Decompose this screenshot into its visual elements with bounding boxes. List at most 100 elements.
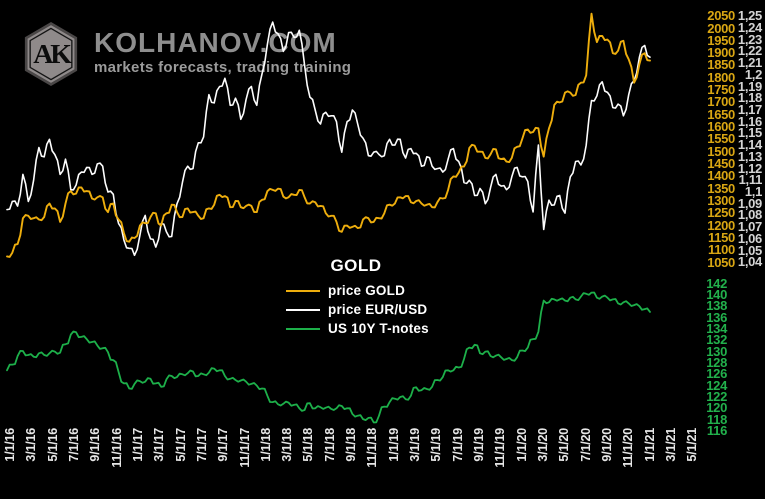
x-axis-tick-label: 1/1/18 — [258, 428, 273, 462]
eurusd-axis-tick: 1,09 — [737, 195, 762, 211]
tnotes-axis-tick: 136 — [706, 309, 727, 325]
tnotes-axis-tick: 120 — [706, 400, 727, 416]
eurusd-axis-tick: 1,12 — [737, 160, 762, 176]
eurusd-axis-tick: 1,23 — [737, 31, 762, 47]
x-axis-tick-label: 1/1/16 — [3, 428, 17, 462]
x-axis-tick-label: 3/1/21 — [663, 428, 678, 462]
x-axis-tick-label: 5/1/16 — [45, 428, 60, 462]
gold-axis-tick: 1450 — [707, 156, 735, 172]
gold-axis-tick: 1400 — [707, 168, 735, 184]
legend-item: US 10Y T-notes — [286, 319, 429, 338]
eurusd-axis-tick: 1,24 — [737, 19, 762, 35]
ak-hexagon-logo-icon: AK — [24, 22, 78, 86]
x-axis-tick-label: 3/1/16 — [24, 428, 39, 462]
x-axis-tick-label: 9/1/17 — [216, 428, 231, 462]
tnotes-axis-tick: 130 — [706, 343, 727, 359]
eurusd-axis-tick: 1,08 — [737, 207, 762, 223]
legend-label: price GOLD — [328, 283, 406, 298]
x-axis-tick-label: 5/1/19 — [429, 428, 444, 462]
eurusd-axis-tick: 1,1 — [744, 184, 762, 199]
tnotes-axis-tick: 124 — [706, 377, 727, 393]
gold-axis-tick: 2000 — [707, 20, 735, 36]
x-axis-tick-label: 7/1/17 — [194, 428, 209, 462]
x-axis-tick-label: 7/1/20 — [578, 428, 593, 462]
x-axis-tick-label: 9/1/20 — [599, 428, 614, 462]
x-axis-tick-label: 9/1/18 — [344, 428, 359, 462]
tnotes-axis-tick: 128 — [706, 354, 727, 370]
x-axis-tick-label: 7/1/18 — [322, 428, 337, 462]
x-axis-tick-label: 11/1/17 — [237, 428, 252, 468]
eurusd-axis-tick: 1,14 — [737, 137, 762, 153]
eurusd-axis-tick: 1,15 — [737, 125, 762, 141]
x-axis-tick-label: 5/1/20 — [557, 428, 572, 462]
eurusd-axis-tick: 1,16 — [737, 113, 762, 129]
tnotes-axis-tick: 126 — [706, 366, 727, 382]
gold-axis-tick: 1250 — [707, 205, 735, 221]
x-axis-tick-label: 1/1/20 — [514, 428, 529, 462]
series-line-price-gold — [6, 12, 651, 258]
x-axis-tick-label: 1/1/17 — [130, 428, 145, 462]
x-axis-tick-label: 3/1/19 — [408, 428, 423, 462]
tnotes-axis-tick: 132 — [706, 332, 727, 348]
legend-label: price EUR/USD — [328, 302, 428, 317]
series-line-price-eur-usd — [6, 21, 651, 257]
gold-axis-tick: 1100 — [707, 242, 735, 258]
x-axis-tick-label: 7/1/16 — [66, 428, 81, 462]
gold-axis-tick: 1500 — [707, 143, 735, 159]
chart-legend: GOLD price GOLD price EUR/USD US 10Y T-not… — [286, 256, 429, 338]
tnotes-axis-tick: 118 — [706, 411, 727, 427]
x-axis-tick-label: 5/1/18 — [301, 428, 316, 462]
gold-axis-tick: 1800 — [707, 69, 735, 85]
tnotes-axis-tick: 138 — [706, 298, 727, 314]
x-axis-tick-label: 3/1/20 — [536, 428, 550, 462]
brand-text: KOLHANOV.COM markets forecasts, trading … — [94, 27, 352, 77]
gold-axis-tick: 1900 — [707, 45, 735, 61]
eurusd-axis-tick: 1,11 — [738, 172, 763, 188]
eurusd-axis-tick: 1,17 — [737, 101, 762, 117]
logo-monogram: AK — [33, 39, 72, 70]
tnotes-axis-tick: 142 — [706, 275, 727, 291]
eurusd-axis-tick: 1,05 — [737, 242, 762, 258]
site-subtitle: markets forecasts, trading training — [94, 59, 352, 76]
x-axis-tick-label: 5/1/17 — [173, 428, 188, 462]
x-axis-tick-label: 1/1/19 — [386, 428, 401, 462]
eurusd-axis-tick: 1,06 — [737, 230, 762, 246]
eurusd-axis-tick: 1,13 — [737, 148, 762, 164]
x-axis-tick-label: 11/1/20 — [621, 428, 636, 468]
site-title: KOLHANOV.COM — [94, 27, 337, 58]
x-axis-tick-label: 11/1/19 — [493, 428, 508, 468]
gold-axis-tick: 1550 — [707, 131, 735, 147]
eurusd-axis-tick: 1,19 — [737, 78, 762, 94]
eurusd-axis-tick: 1,2 — [744, 66, 762, 82]
gold-axis-tick: 1950 — [707, 32, 735, 48]
legend-item: price EUR/USD — [286, 300, 429, 319]
legend-label: US 10Y T-notes — [328, 321, 429, 336]
gold-axis-tick: 1600 — [707, 119, 735, 135]
legend-swatch-line-icon — [286, 308, 320, 311]
tnotes-axis-tick: 134 — [706, 320, 727, 336]
x-axis-tick-label: 3/1/17 — [152, 428, 167, 462]
x-axis-tick-label: 9/1/16 — [88, 428, 103, 462]
gold-axis-tick: 1150 — [707, 229, 735, 245]
eurusd-axis-tick: 1,04 — [737, 254, 762, 270]
tnotes-axis-tick: 122 — [706, 388, 727, 404]
legend-items: price GOLD price EUR/USD US 10Y T-notes — [286, 281, 429, 338]
gold-axis-tick: 1700 — [707, 94, 735, 110]
gold-axis-tick: 1350 — [707, 180, 735, 196]
x-axis-tick-label: 9/1/19 — [472, 428, 487, 462]
legend-swatch-line-icon — [286, 289, 320, 292]
x-axis-tick-label: 5/1/21 — [685, 428, 700, 462]
eurusd-axis-tick: 1,25 — [737, 8, 762, 24]
gold-axis-tick: 1050 — [707, 254, 735, 270]
eurusd-axis-tick: 1,18 — [737, 90, 762, 106]
x-axis-tick-label: 11/1/18 — [365, 428, 380, 468]
gold-axis-tick: 1750 — [707, 82, 735, 98]
legend-item: price GOLD — [286, 281, 429, 300]
gold-axis-tick: 1850 — [707, 57, 735, 73]
x-axis-tick-label: 11/1/16 — [109, 428, 124, 468]
tnotes-axis-tick: 140 — [706, 286, 727, 302]
series-line-us-10y-t-notes — [6, 291, 651, 424]
eurusd-axis-tick: 1,22 — [737, 43, 762, 59]
